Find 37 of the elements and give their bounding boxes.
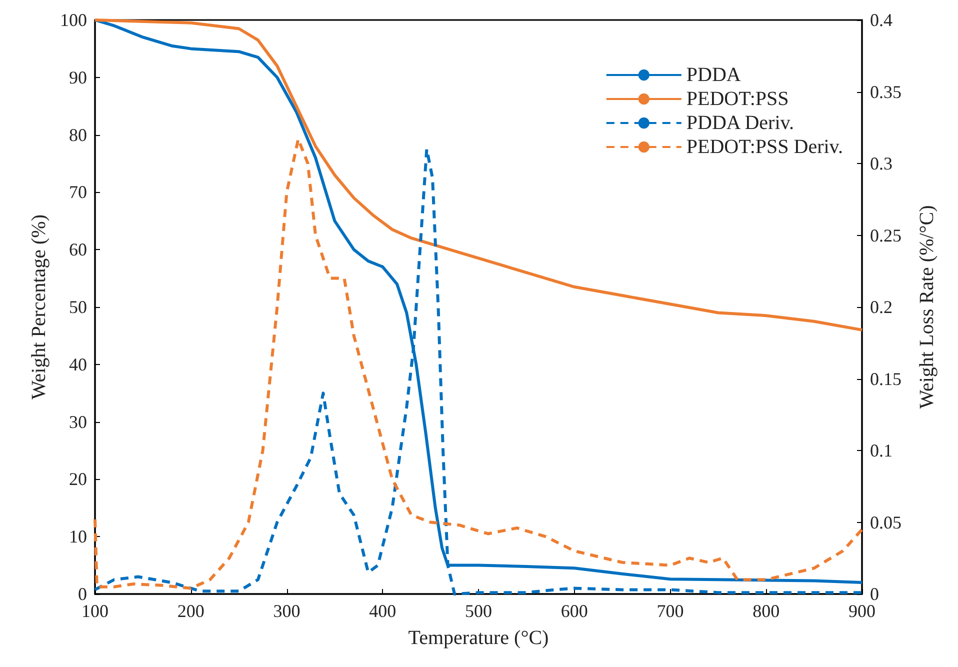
x-tick-label: 100	[82, 601, 108, 621]
legend-label: PEDOT:PSS	[686, 88, 789, 110]
line-series	[94, 18, 864, 332]
y2-tick-label: 0.05	[870, 512, 902, 532]
x-tick-label: 600	[560, 601, 588, 621]
x-tick-label: 200	[177, 601, 204, 621]
y-tick-label: 80	[69, 124, 87, 145]
y2-tick-label: 0.25	[870, 225, 902, 246]
x-tick-label: 900	[848, 601, 876, 621]
y2-axis-title: Weight Loss Rate (%/°C)	[916, 205, 938, 409]
y2-tick-label: 0.1	[870, 440, 892, 460]
x-tick-label: 700	[656, 601, 684, 621]
y2-tick-label: 0.15	[870, 368, 902, 389]
x-tick-label: 400	[369, 601, 396, 621]
y-tick-label: 20	[69, 469, 87, 490]
y-tick-label: 70	[69, 182, 87, 202]
y-axis-title: Weight Percentage (%)	[28, 214, 50, 400]
y-tick-label: 60	[69, 240, 87, 260]
y-tick-label: 90	[69, 67, 87, 88]
y2-tick-label: 0.35	[870, 82, 902, 102]
x-tick-label: 500	[465, 601, 492, 621]
y2-tick-label: 0.4	[870, 10, 892, 30]
legend-label: PDDA	[686, 64, 742, 86]
legend-label: PDDA Deriv.	[686, 112, 794, 134]
y2-tick-label: 0.3	[870, 154, 892, 174]
y-tick-label: 0	[78, 584, 87, 604]
y-tick-label: 10	[69, 526, 87, 547]
y-tick-label: 50	[69, 297, 87, 317]
legend-label: PEDOT:PSS Deriv.	[686, 136, 844, 158]
y-tick-label: 40	[69, 354, 87, 374]
x-tick-label: 300	[273, 601, 300, 621]
y-tick-label: 100	[60, 10, 87, 30]
y2-tick-label: 0.2	[870, 297, 892, 317]
x-tick-label: 800	[752, 601, 780, 621]
x-axis-title: Temperature (°C)	[408, 627, 549, 649]
y-tick-label: 30	[69, 412, 87, 432]
y2-tick-label: 0	[870, 584, 879, 604]
